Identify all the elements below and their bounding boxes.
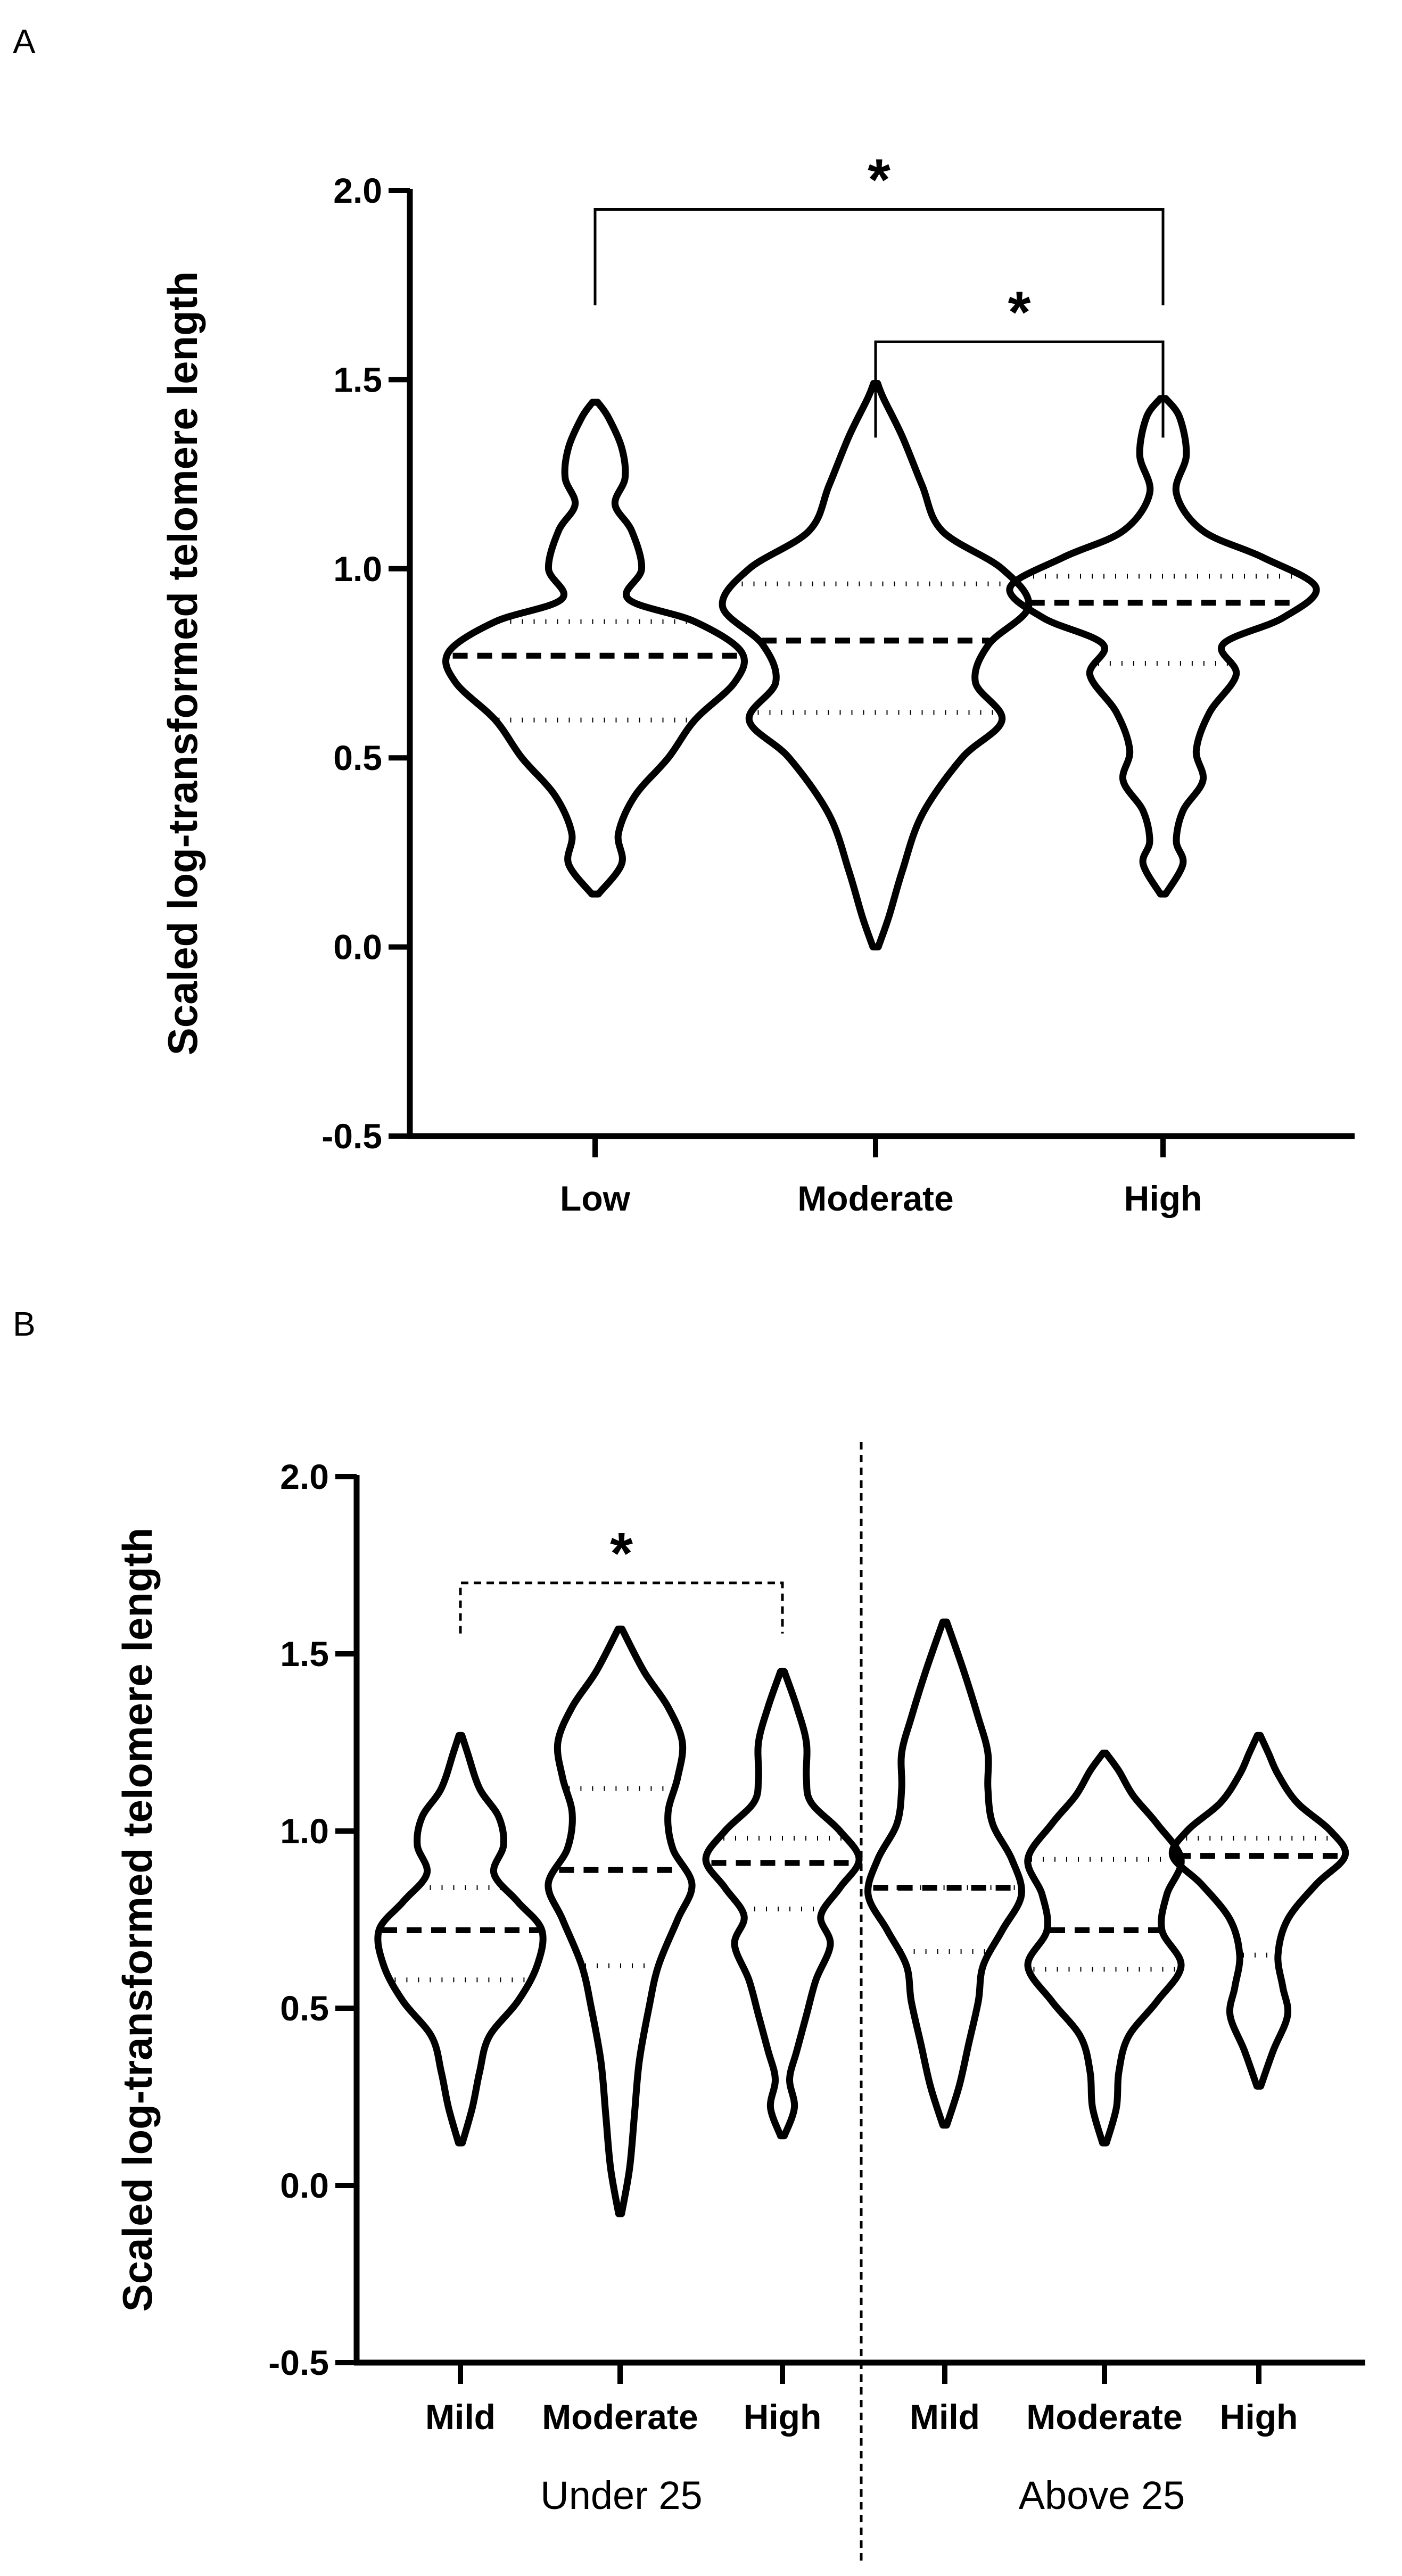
y-tick-label: 0.0 — [280, 2166, 329, 2205]
y-tick-label: 0.0 — [333, 927, 382, 967]
y-tick-label: 0.5 — [280, 1989, 329, 2028]
violin-shape — [1006, 395, 1320, 898]
group-label: Under 25 — [540, 2473, 702, 2517]
y-axis-label: Scaled log-transformed telomere length — [114, 1528, 161, 2312]
panel-a-chart: -0.5 0.0 0.5 1.0 1.5 2.0 Scaled log-transforme… — [159, 147, 1355, 1218]
x-category-label: High — [744, 2397, 822, 2437]
significance-star: * — [1008, 279, 1031, 345]
significance-bracket — [874, 340, 1165, 438]
x-category-label: Moderate — [797, 1179, 953, 1218]
x-category-label: Moderate — [542, 2397, 698, 2437]
x-category-label: Low — [560, 1179, 631, 1218]
significance-bracket — [593, 208, 1165, 305]
panel-b-letter: B — [13, 1305, 36, 1343]
y-tick-label: 1.5 — [280, 1634, 329, 1674]
y-tick-label: -0.5 — [321, 1116, 382, 1156]
violin-shape — [545, 1625, 696, 2217]
violin-shape — [864, 1618, 1025, 2129]
x-category-label: High — [1220, 2397, 1298, 2437]
significance-star: * — [868, 147, 890, 213]
y-tick-label: -0.5 — [268, 2343, 329, 2382]
significance-star: * — [610, 1521, 633, 1586]
panel-a-letter: A — [13, 22, 36, 61]
panel-b-chart: -0.5 0.0 0.5 1.0 1.5 2.0 Scaled log-transforme… — [114, 1442, 1365, 2565]
violin-shape — [719, 380, 1033, 951]
x-category-label: Mild — [425, 2397, 496, 2437]
y-tick-label: 2.0 — [280, 1457, 329, 1496]
violin-shape — [1168, 1732, 1349, 2090]
x-category-label: Mild — [910, 2397, 980, 2437]
violin-shape — [374, 1732, 547, 2147]
x-category-label: Moderate — [1026, 2397, 1182, 2437]
y-tick-label: 1.0 — [280, 1811, 329, 1851]
y-tick-label: 2.0 — [333, 171, 382, 210]
y-axis-label: Scaled log-transformed telomere length — [159, 271, 206, 1056]
significance-bracket — [459, 1581, 784, 1634]
y-tick-label: 1.5 — [333, 360, 382, 399]
group-label: Above 25 — [1019, 2473, 1185, 2517]
y-tick-label: 0.5 — [333, 738, 382, 777]
violin-shape — [1024, 1750, 1185, 2147]
x-category-label: High — [1124, 1179, 1202, 1218]
violin-shape — [702, 1668, 863, 2140]
y-tick-label: 1.0 — [333, 549, 382, 589]
violin-shape — [442, 399, 748, 898]
